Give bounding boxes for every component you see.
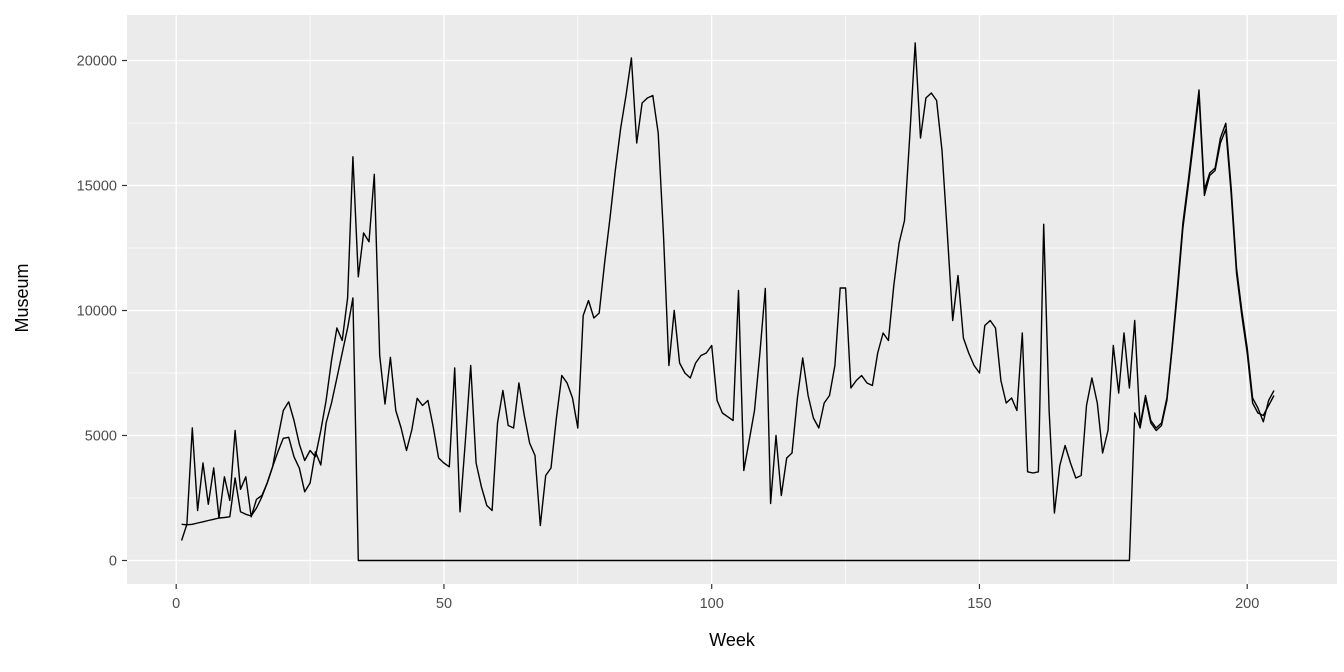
x-tick-label: 150 bbox=[967, 596, 991, 612]
plot-panel bbox=[127, 15, 1337, 584]
gridline-layer bbox=[127, 15, 1337, 584]
series-line-2 bbox=[181, 94, 1275, 562]
series-line-1 bbox=[180, 42, 1275, 541]
y-axis-title: Museum bbox=[12, 263, 32, 332]
x-axis-title: Week bbox=[709, 630, 756, 650]
y-tick-label: 5000 bbox=[85, 429, 117, 445]
axis-layer: 0 5000 10000 15000 20000 0 50 100 150 200 bbox=[77, 54, 1260, 612]
x-tick-label: 50 bbox=[436, 596, 452, 612]
x-tick-label: 0 bbox=[172, 596, 180, 612]
y-tick-label: 15000 bbox=[77, 179, 117, 195]
x-tick-label: 200 bbox=[1235, 596, 1259, 612]
x-tick-label: 100 bbox=[700, 596, 724, 612]
plot-panel-layer bbox=[127, 15, 1337, 584]
series-layer bbox=[180, 42, 1275, 562]
y-tick-label: 10000 bbox=[77, 304, 117, 320]
y-tick-label: 20000 bbox=[77, 54, 117, 70]
y-tick-label: 0 bbox=[109, 554, 117, 570]
